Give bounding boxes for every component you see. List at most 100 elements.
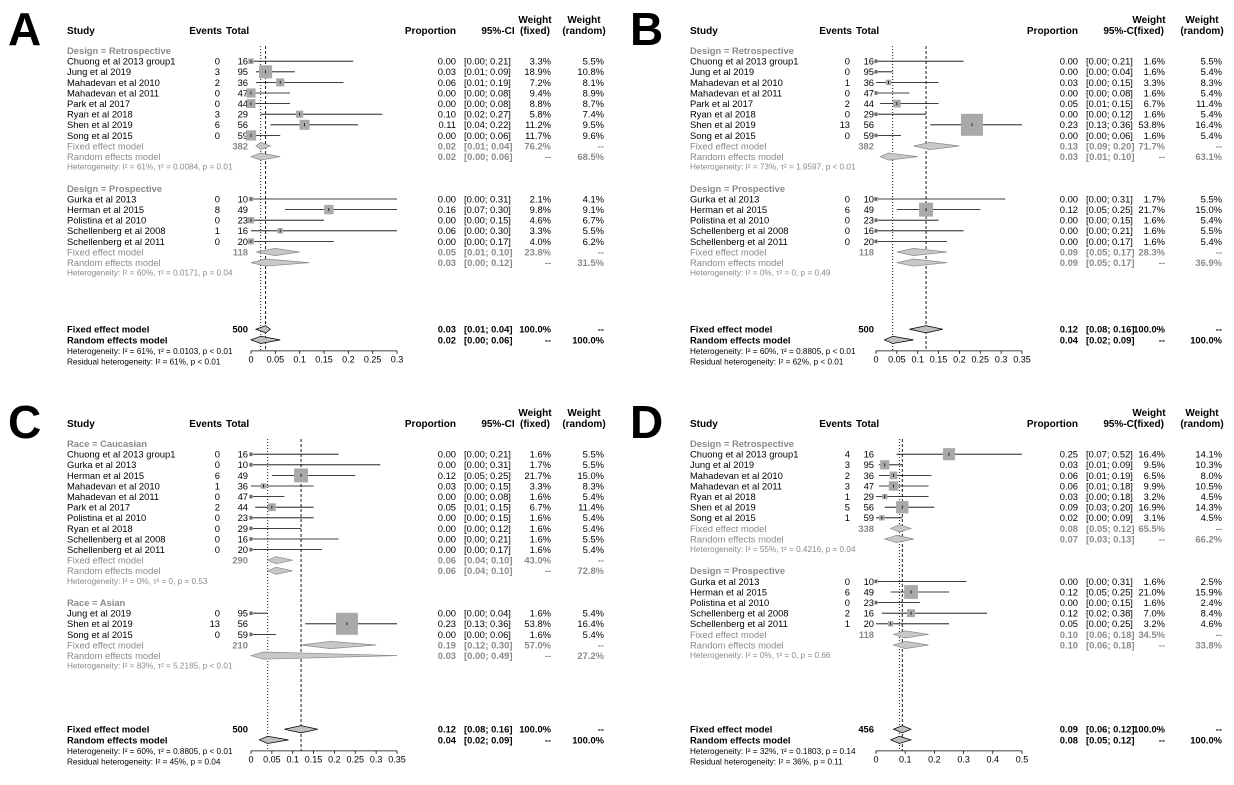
x-tick-label: 0.1 [911,354,924,364]
study-weight-fixed: 1.6% [530,544,551,555]
overall-fixed-ci: [0.08; 0.16] [464,724,512,735]
panel-c: C Study Events Total Proportion 95%-CIWeight(… [8,396,606,766]
study-events: 0 [845,87,850,98]
header-study: Study [690,419,718,430]
overall-fixed-label: Fixed effect model [690,724,772,735]
study-ci: [0.00; 0.31] [1086,193,1133,204]
study-name: Gurka et al 2013 [690,193,759,204]
subgroup-fixed-label: Fixed effect model [67,639,143,650]
study-proportion: 0.12 [1060,608,1078,619]
study-name: Song et al 2015 [67,629,133,640]
study-name: Chuong et al 2013 group1 [690,56,798,67]
study-weight-random: 5.5% [1201,225,1222,236]
subgroup-random-weight-random: 66.2% [1195,533,1222,544]
study-proportion: 0.16 [438,204,456,215]
study-ci: [0.02; 0.27] [464,109,511,120]
study-weight-random: 5.5% [583,225,604,236]
overall-heterogeneity: Heterogeneity: I² = 60%, τ² = 0.8805, p … [690,347,856,356]
study-weight-random: 15.0% [1195,204,1222,215]
study-proportion: 0.00 [438,449,456,460]
study-total: 44 [238,502,248,513]
study-weight-random: 8.9% [583,87,604,98]
subgroup-heterogeneity: Heterogeneity: I² = 60%, τ² = 0.0171, p … [67,269,233,278]
study-ci: [0.00; 0.15] [464,480,511,491]
group-label: Design = Retrospective [67,45,171,56]
study-ci: [0.07; 0.52] [1086,449,1133,460]
study-ci: [0.01; 0.15] [1086,98,1133,109]
study-total: 49 [238,204,248,215]
study-weight-fixed: 1.6% [530,491,551,502]
subgroup-fixed-label: Fixed effect model [67,555,143,566]
study-weight-random: 7.4% [583,109,604,120]
subgroup-random-ci: [0.00; 0.49] [464,650,512,661]
study-name: Jung et al 2019 [67,66,131,77]
subgroup-fixed-weight-fixed: 28.3% [1138,246,1165,257]
header-study: Study [67,26,95,37]
study-name: Song et al 2015 [690,130,756,141]
subgroup-fixed-total: 382 [232,140,248,151]
study-proportion: 0.12 [1060,586,1078,597]
study-name: Park et al 2017 [67,502,130,513]
study-total: 20 [238,236,248,247]
study-weight-random: 5.4% [1201,87,1222,98]
study-name: Chuong et al 2013 group1 [67,56,175,67]
subgroup-random-proportion: 0.06 [438,565,456,576]
study-weight-random: 5.5% [583,533,604,544]
group-label: Design = Retrospective [690,45,794,56]
study-weight-fixed: 1.6% [530,533,551,544]
header-weight-random: Weight [567,15,601,26]
overall-random-diamond [883,335,914,344]
study-total: 16 [864,56,874,67]
study-total: 95 [238,66,248,77]
header-fixed: (fixed) [520,26,550,37]
study-weight-random: 15.0% [577,470,604,481]
study-name: Schellenberg et al 2008 [690,608,789,619]
study-name: Mahadevan et al 2010 [67,480,160,491]
overall-fixed-proportion: 0.09 [1060,724,1078,735]
study-weight-fixed: 3.3% [1144,77,1165,88]
header-random: (random) [562,26,605,37]
study-total: 36 [238,480,248,491]
study-ci: [0.00; 0.30] [464,225,511,236]
study-total: 56 [864,502,874,513]
panel-letter: C [8,396,41,448]
x-tick-label: 0.2 [342,354,355,364]
overall-random-weight-fixed: -- [1159,334,1165,345]
study-proportion: 0.03 [438,66,456,77]
panel-b: B Study Events Total Proportion 95%-CIWeight(… [630,3,1224,366]
study-weight-fixed: 1.6% [530,629,551,640]
study-weight-fixed: 1.6% [1144,66,1165,77]
subgroup-fixed-weight-fixed: 34.5% [1138,629,1165,640]
study-events: 4 [845,449,850,460]
subgroup-random-proportion: 0.03 [1060,151,1078,162]
study-weight-fixed: 1.6% [1144,130,1165,141]
x-tick-label: 0.1 [899,754,912,764]
study-weight-fixed: 6.7% [530,502,551,513]
panel-a: A Study Events Total Proportion 95%-CIWeight(… [8,3,606,366]
subgroup-heterogeneity: Heterogeneity: I² = 55%, τ² = 0.4216, p … [690,545,856,554]
study-ci: [0.01; 0.18] [1086,480,1133,491]
study-name: Shen et al 2019 [690,502,756,513]
x-tick-label: 0.4 [987,754,1000,764]
study-proportion: 0.00 [438,491,456,502]
study-total: 49 [864,204,874,215]
overall-fixed-diamond [909,325,943,334]
study-weight-fixed: 1.6% [530,512,551,523]
subgroup-fixed-total: 210 [232,639,248,650]
study-proportion: 0.23 [1060,119,1078,130]
study-name: Park et al 2017 [67,98,130,109]
overall-fixed-ci: [0.06; 0.12] [1086,724,1134,735]
subgroup-fixed-label: Fixed effect model [67,140,143,151]
study-events: 1 [845,512,850,523]
overall-random-ci: [0.02; 0.09] [1086,334,1134,345]
subgroup-random-weight-random: 68.5% [577,151,604,162]
study-ci: [0.01; 0.19] [1086,470,1133,481]
study-events: 1 [215,480,220,491]
study-proportion: 0.00 [1060,109,1078,120]
subgroup-random-weight-random: 31.5% [577,257,604,268]
study-events: 6 [215,119,220,130]
x-tick-label: 0.15 [305,754,323,764]
study-total: 10 [864,576,874,587]
study-ci: [0.00; 0.06] [464,130,511,141]
study-name: Chuong et al 2013 group1 [67,449,175,460]
